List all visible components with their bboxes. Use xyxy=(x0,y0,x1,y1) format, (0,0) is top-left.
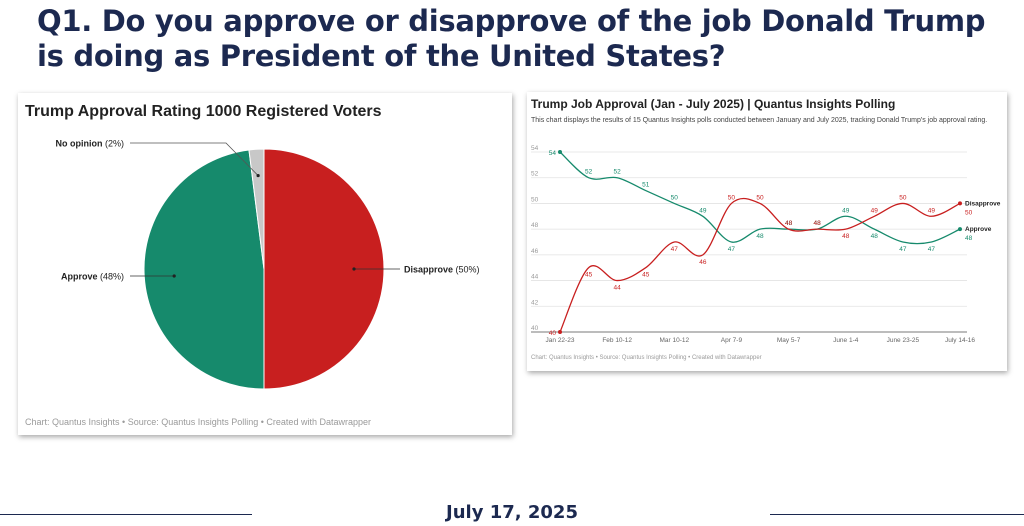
data-label-disapprove: 50 xyxy=(756,194,764,201)
line-chart-title: Trump Job Approval (Jan - July 2025) | Q… xyxy=(531,97,896,111)
data-label-disapprove: 50 xyxy=(899,194,907,201)
line-chart: 40 42 44 46 48 50 52 54 Jan 22-23 Feb 10-12 Mar 10… xyxy=(531,145,1001,344)
y-tick-label: 42 xyxy=(531,299,539,306)
data-label-disapprove: 45 xyxy=(642,272,650,279)
data-label-disapprove: 49 xyxy=(928,207,936,214)
x-tick-label: May 5-7 xyxy=(777,337,801,344)
line-chart-footer: Chart: Quantus Insights • Source: Quantu… xyxy=(531,355,762,361)
data-label-disapprove: 48 xyxy=(785,220,793,227)
y-tick-label: 50 xyxy=(531,196,539,203)
data-label-disapprove: 45 xyxy=(585,272,593,279)
data-point-approve xyxy=(558,150,562,154)
pie-label-disapprove: Disapprove (50%) xyxy=(404,265,480,275)
headline: Q1. Do you approve or disapprove of the … xyxy=(37,4,986,73)
data-label-disapprove: 49 xyxy=(871,207,879,214)
pie-leader-dot-disapprove xyxy=(352,267,356,271)
pie-label-no-opinion: No opinion (2%) xyxy=(55,139,124,149)
data-label-disapprove: 44 xyxy=(614,285,622,292)
line-chart-card: Trump Job Approval (Jan - July 2025) | Q… xyxy=(527,92,1007,371)
data-label-approve: 49 xyxy=(699,207,707,214)
data-label-disapprove: 47 xyxy=(671,246,679,253)
pie-label-approve: Approve (48%) xyxy=(61,272,124,282)
data-point-disapprove xyxy=(558,330,562,334)
data-label-approve: 54 xyxy=(549,150,557,157)
x-tick-label: June 1-4 xyxy=(833,337,859,344)
pie-chart-footer: Chart: Quantus Insights • Source: Quantu… xyxy=(25,417,371,427)
line-chart-subtitle: This chart displays the results of 15 Qu… xyxy=(531,117,988,124)
data-label-approve: 52 xyxy=(585,169,593,176)
x-tick-label: Feb 10-12 xyxy=(602,337,632,344)
x-tick-label: Mar 10-12 xyxy=(659,337,689,344)
footer-rule-right xyxy=(770,514,1024,515)
pie-leader-no-opinion xyxy=(130,142,259,176)
pie-chart: Disapprove (50%) Approve (48%) No opinion … xyxy=(55,139,480,390)
data-label-approve: 48 xyxy=(785,220,793,227)
footer-date: July 17, 2025 xyxy=(446,502,578,523)
data-label-approve: 48 xyxy=(756,233,764,240)
data-label-approve: 51 xyxy=(642,182,650,189)
pie-chart-title: Trump Approval Rating 1000 Registered Vo… xyxy=(25,103,382,120)
data-point-disapprove xyxy=(958,201,962,206)
data-label-approve: 47 xyxy=(899,246,907,253)
data-label-disapprove: 40 xyxy=(549,330,557,337)
data-label-approve: 48 xyxy=(814,220,822,227)
series-line-disapprove xyxy=(559,197,961,333)
x-tick-label: June 23-25 xyxy=(887,337,920,344)
data-label-disapprove: 48 xyxy=(814,220,822,227)
data-label-approve: 52 xyxy=(614,169,622,176)
data-label-disapprove: 48 xyxy=(842,233,850,240)
y-tick-label: 52 xyxy=(531,171,539,178)
series-end-label-disapprove: Disapprove xyxy=(965,200,1001,207)
data-label-approve: 47 xyxy=(928,246,936,253)
data-label-disapprove: 50 xyxy=(728,194,736,201)
pie-slice-approve xyxy=(143,149,265,390)
pie-chart-card: Trump Approval Rating 1000 Registered Vo… xyxy=(18,93,512,435)
x-tick-label: July 14-16 xyxy=(945,337,975,344)
data-label-approve: 48 xyxy=(965,235,973,242)
pie-leader-dot-no-opinion xyxy=(256,173,260,178)
series-line-approve xyxy=(559,151,961,245)
data-label-approve: 47 xyxy=(728,246,736,253)
footer-rule-left xyxy=(0,514,252,515)
y-tick-label: 54 xyxy=(531,145,539,152)
data-label-approve: 50 xyxy=(671,194,679,201)
pie-leader-dot-approve xyxy=(172,274,176,278)
y-tick-label: 40 xyxy=(531,325,539,332)
y-tick-label: 48 xyxy=(531,222,539,229)
y-tick-label: 46 xyxy=(531,248,539,255)
x-tick-label: Jan 22-23 xyxy=(546,337,575,344)
data-point-approve xyxy=(958,227,962,232)
y-tick-label: 44 xyxy=(531,274,539,281)
x-tick-label: Apr 7-9 xyxy=(721,337,743,344)
pie-slice-no-opinion xyxy=(248,148,265,270)
data-label-approve: 48 xyxy=(871,233,879,240)
data-label-disapprove: 46 xyxy=(699,259,707,266)
data-label-disapprove: 50 xyxy=(965,209,973,216)
data-label-approve: 49 xyxy=(842,207,850,214)
series-end-label-approve: Approve xyxy=(965,226,992,233)
